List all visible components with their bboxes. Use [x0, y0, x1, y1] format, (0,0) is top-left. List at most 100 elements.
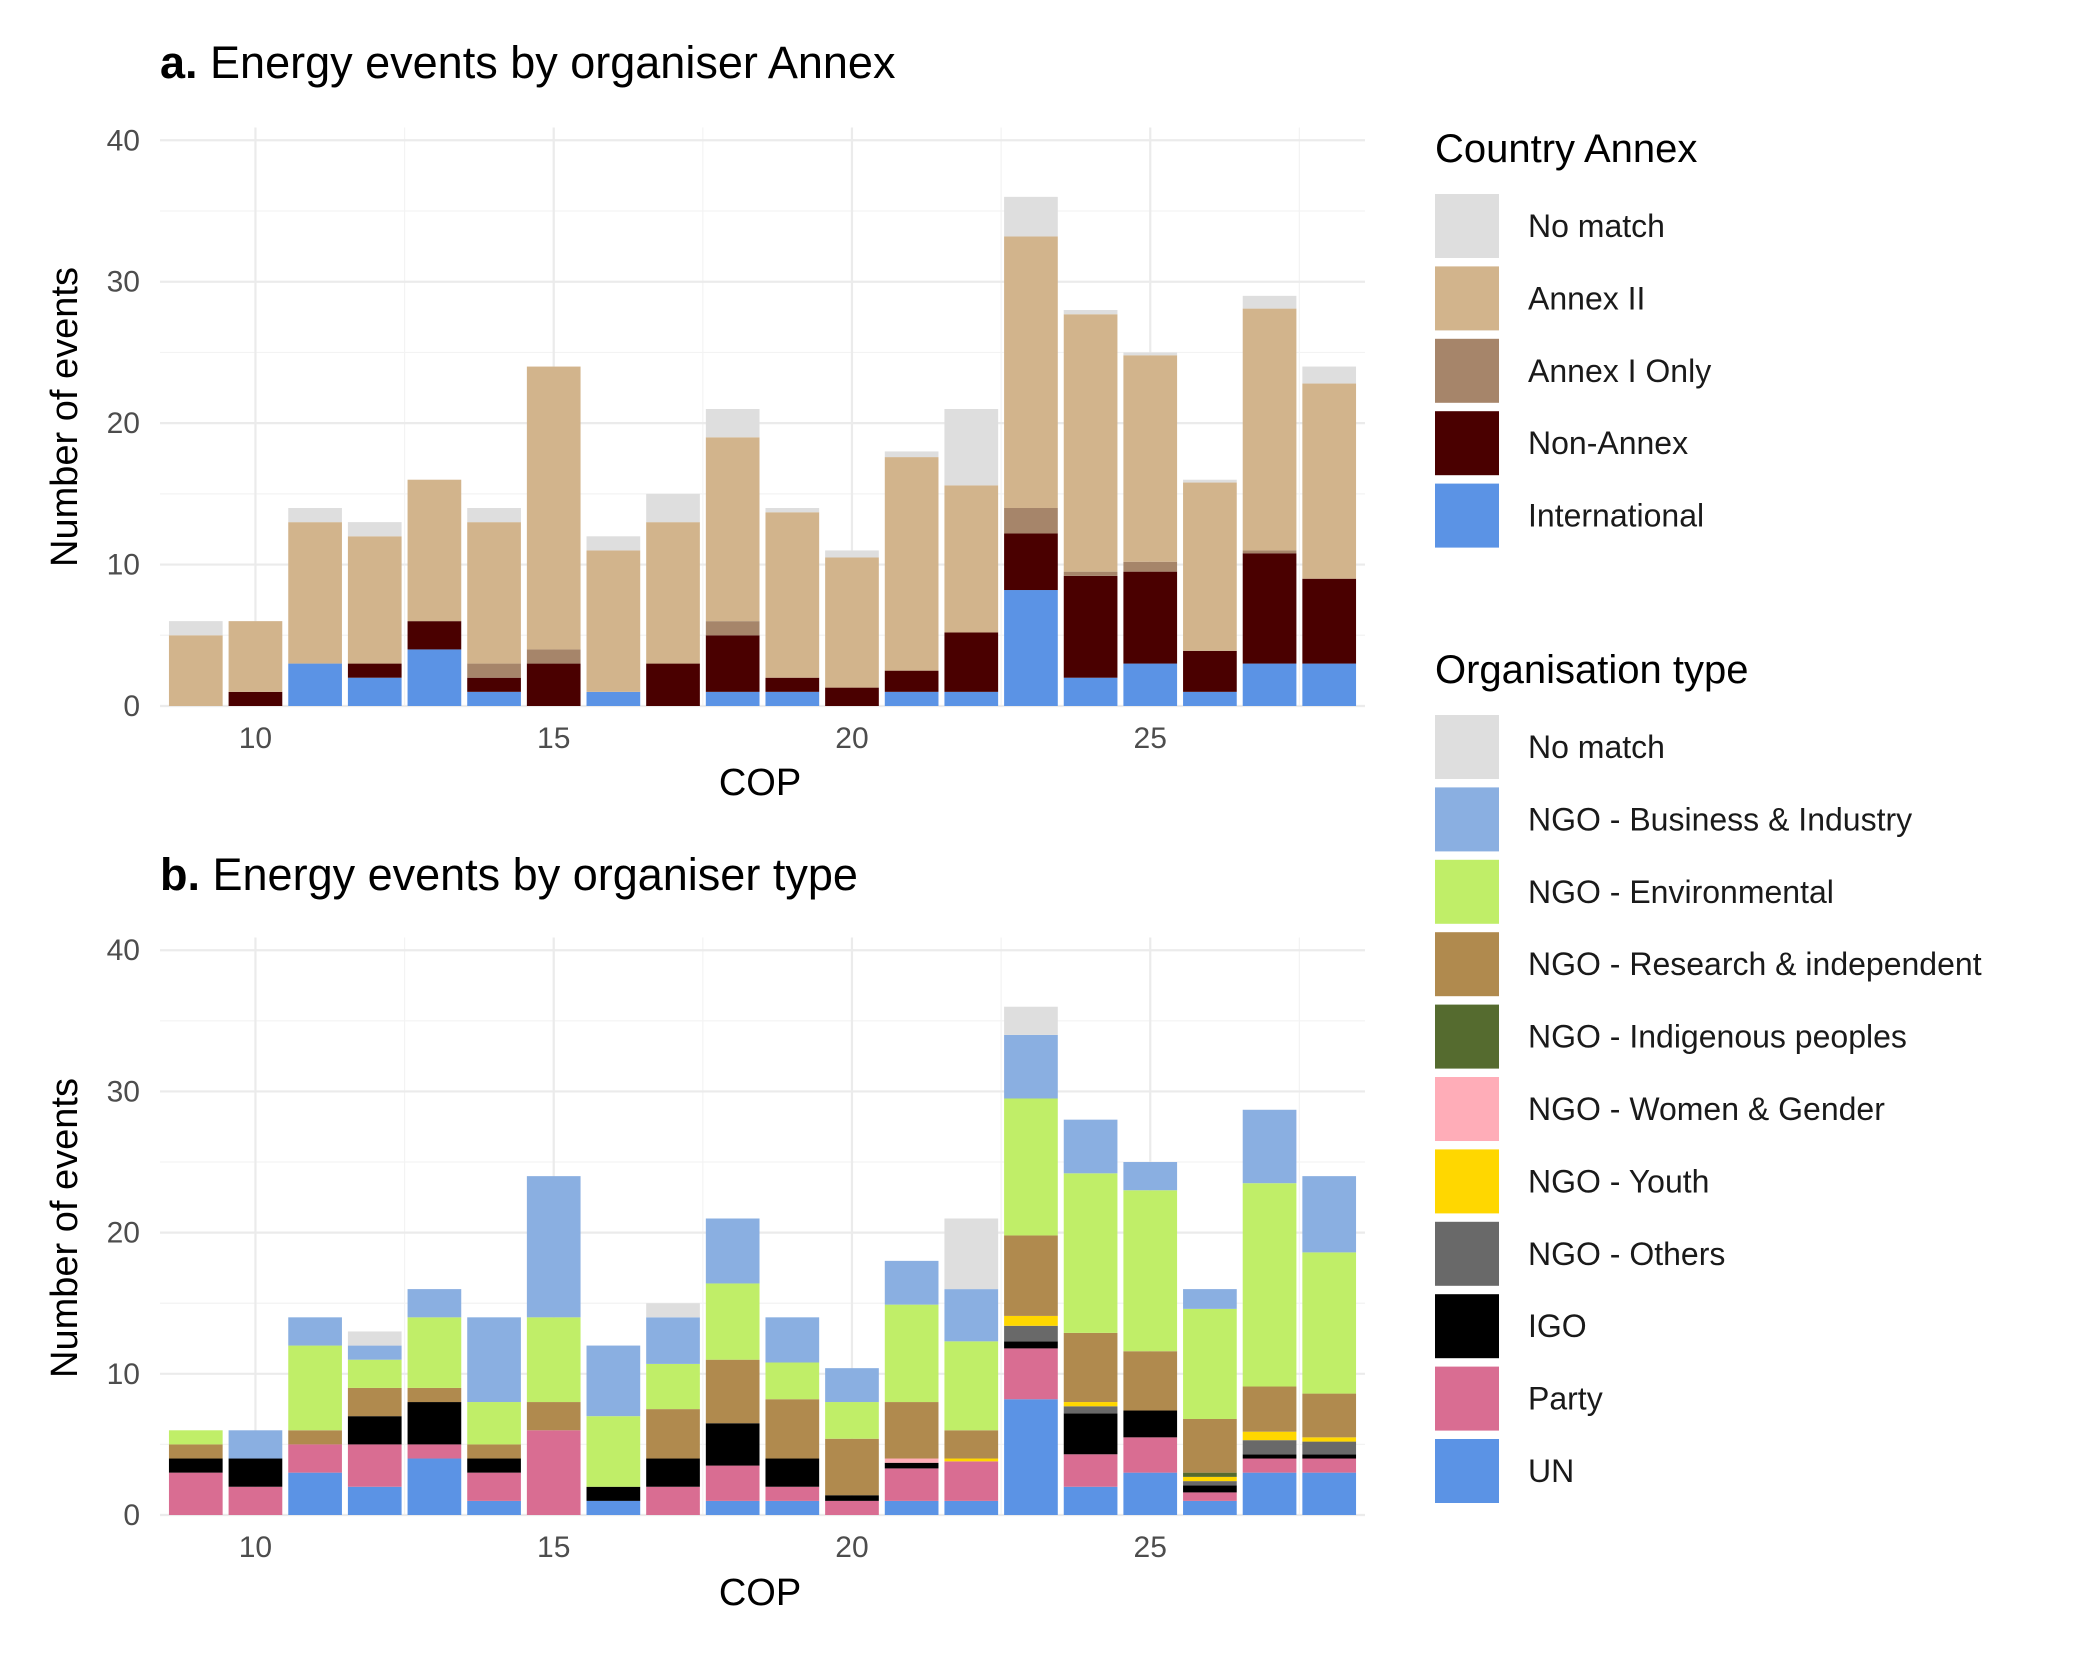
legend-swatch [1435, 715, 1499, 779]
bar-segment [228, 1458, 283, 1487]
y-tick-label: 0 [123, 690, 140, 723]
bar-segment [705, 691, 760, 706]
legend-item: NGO - Others [1435, 1221, 1725, 1286]
bar-segment [765, 512, 820, 678]
bar-segment [168, 1430, 223, 1445]
panel-a: a. Energy events by organiser Annex 0 10 2… [44, 37, 1365, 804]
bar-segment [347, 536, 402, 664]
legend-label: NGO - Women & Gender [1528, 1091, 1885, 1127]
bar-segment [1183, 479, 1237, 483]
legend-item: UN [1435, 1439, 1574, 1503]
bar-segment [825, 1500, 879, 1515]
bar-segment [765, 1500, 820, 1515]
bar-segment [347, 1345, 402, 1360]
bar-segment [884, 457, 939, 671]
bar-segment [1063, 575, 1118, 678]
bar-segment [1004, 1315, 1058, 1326]
bar-segment [407, 1458, 462, 1515]
bar-segment [825, 1402, 879, 1439]
bar-segment [944, 1341, 999, 1431]
bar-segment [168, 635, 223, 706]
bar-segment [1183, 1476, 1237, 1482]
bar-segment [407, 1387, 462, 1403]
bar-segment [1242, 1458, 1297, 1473]
bar-segment [944, 1289, 999, 1342]
bar-segment [228, 621, 283, 692]
bar-segment [1302, 383, 1357, 579]
bar-segment [884, 1468, 939, 1501]
bar-segment [467, 1500, 521, 1515]
bar-segment [1302, 1437, 1357, 1442]
bar-segment [586, 1416, 641, 1487]
bar-segment [1123, 1162, 1178, 1191]
bar-segment [884, 1402, 939, 1459]
bar-segment [407, 1402, 462, 1445]
bar-segment [228, 1486, 283, 1515]
legend-item: NGO - Environmental [1435, 859, 1834, 924]
legend-country-annex-title: Country Annex [1435, 127, 1697, 171]
bar-segment [825, 687, 879, 706]
bar-segment [1302, 1472, 1357, 1515]
bar-segment [765, 691, 820, 706]
bar-segment [1063, 677, 1118, 706]
legend-swatch [1435, 1366, 1499, 1431]
legend-item: No match [1435, 194, 1665, 258]
bar-segment [825, 550, 879, 558]
bar-segment [288, 1430, 342, 1445]
bar-segment [1242, 1431, 1297, 1441]
bar-segment [884, 1304, 939, 1403]
bar-segment [168, 1472, 223, 1515]
bar-segment [1123, 355, 1178, 562]
bar-segment [467, 508, 521, 523]
legend-label: International [1528, 498, 1704, 534]
bar-segment [347, 1486, 402, 1515]
bar-segment [467, 663, 521, 678]
legend-item: Annex II [1435, 266, 1645, 331]
bar-segment [1063, 1119, 1118, 1174]
bar-segment [944, 691, 999, 706]
bar-segment [765, 1486, 820, 1501]
bar-segment [168, 1444, 223, 1459]
panel-b-ticks: 0 10 20 30 40 10 15 20 25 [107, 934, 1167, 1564]
legend-swatch [1435, 1077, 1499, 1141]
bar-segment [884, 1500, 939, 1515]
panel-a-label: a. [160, 37, 198, 88]
bar-segment [1063, 1402, 1118, 1407]
bar-segment [347, 677, 402, 706]
panel-b-y-axis-title: Number of events [44, 1078, 86, 1378]
bar-segment [467, 677, 521, 692]
bar-segment [288, 1472, 342, 1515]
bar-segment [1004, 1325, 1058, 1342]
legend-swatch [1435, 932, 1499, 997]
bar-segment [1063, 1486, 1118, 1515]
bar-segment [944, 1500, 999, 1515]
bar-segment [1242, 1109, 1297, 1184]
bar-segment [1123, 1472, 1178, 1515]
y-tick-label: 40 [107, 934, 140, 967]
legend-organisation-type-items: No match NGO - Business & Industry NGO - E… [1435, 715, 1982, 1503]
bar-segment [1302, 1393, 1357, 1438]
y-tick-label: 0 [123, 1499, 140, 1532]
bar-segment [765, 1362, 820, 1400]
bar-segment [944, 632, 999, 692]
bar-segment [586, 691, 641, 706]
x-tick-label: 10 [239, 722, 272, 755]
bar-segment [825, 1368, 879, 1403]
legend-item: NGO - Women & Gender [1435, 1077, 1885, 1141]
legend-label: UN [1528, 1453, 1574, 1489]
bar-segment [288, 522, 342, 664]
legend-label: No match [1528, 208, 1665, 244]
bar-segment [1302, 1458, 1357, 1473]
bar-segment [288, 508, 342, 523]
legend-label: Annex I Only [1528, 353, 1711, 389]
bar-segment [1183, 650, 1237, 692]
bar-segment [1123, 663, 1178, 706]
bar-segment [1242, 308, 1297, 551]
bar-segment [944, 1458, 999, 1462]
bar-segment [705, 1218, 760, 1284]
bar-segment [1302, 1441, 1357, 1455]
bar-segment [467, 1444, 521, 1459]
panel-a-title-text: Energy events by organiser Annex [210, 37, 896, 88]
x-tick-label: 15 [537, 1531, 570, 1564]
legend-label: Non-Annex [1528, 425, 1688, 461]
